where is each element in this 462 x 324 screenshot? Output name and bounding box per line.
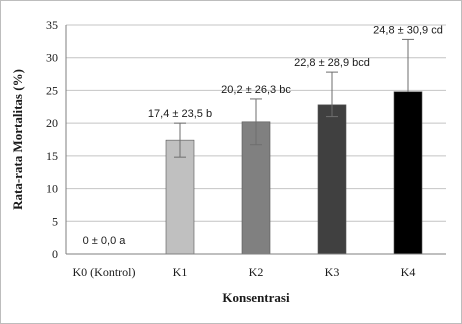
x-tick-label-3: K2 [249,265,264,279]
y-axis-title: Rata-rata Mortalitas (%) [10,69,25,210]
error-bars [174,38,414,158]
data-label-2: 17,4 ± 23,5 b [148,108,212,120]
data-label-1: 0 ± 0,0 a [83,235,127,247]
data-label-5: 24,8 ± 30,9 cd [373,24,443,36]
y-tick-label-5: 5 [52,214,58,228]
y-tick-label-25: 25 [46,83,58,97]
x-axis-title: Konsentrasi [222,290,290,305]
y-tick-label-35: 35 [46,18,58,32]
data-labels: 0 ± 0,0 a 17,4 ± 23,5 b 20,2 ± 26,3 bc 22,8… [83,24,443,247]
data-label-3: 20,2 ± 26,3 bc [221,84,291,96]
y-tick-label-20: 20 [46,116,58,130]
x-tick-labels: K0 (Kontrol) K1 K2 K3 K4 [73,265,416,279]
y-tick-label-30: 30 [46,51,58,65]
x-tick-label-1: K0 (Kontrol) [73,265,136,279]
x-tick-label-2: K1 [173,265,188,279]
bar-4 [317,104,347,255]
y-tick-label-10: 10 [46,182,58,196]
data-label-4: 22,8 ± 28,9 bcd [294,57,370,69]
y-tick-label-15: 15 [46,149,58,163]
x-tick-label-4: K3 [325,265,340,279]
bar-5 [393,91,423,255]
y-tick-label-0: 0 [52,247,58,261]
y-tick-labels: 0 5 10 15 20 25 30 35 [46,18,58,261]
x-tick-label-5: K4 [401,265,416,279]
